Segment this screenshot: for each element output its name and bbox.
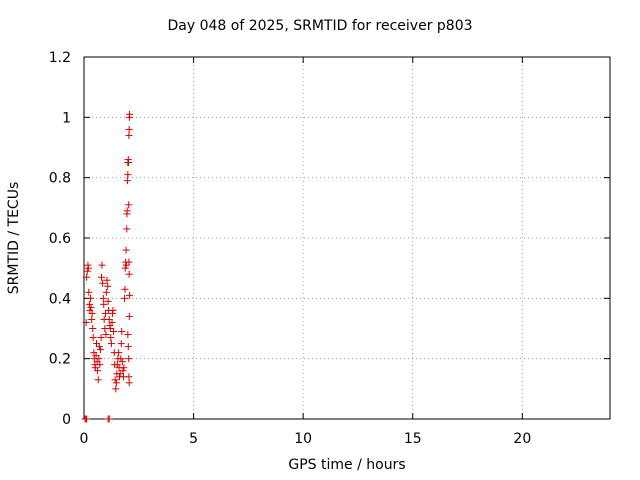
data-point — [117, 355, 125, 363]
y-tick-label: 0.2 — [49, 352, 71, 368]
data-point — [118, 358, 126, 366]
x-tick-label: 20 — [513, 431, 531, 447]
data-point — [89, 334, 97, 342]
data-point — [106, 325, 114, 332]
data-point — [99, 294, 107, 302]
data-point — [99, 279, 107, 287]
data-point — [94, 367, 102, 375]
data-point — [126, 291, 134, 299]
data-point — [83, 267, 91, 275]
x-axis-label: GPS time / hours — [288, 457, 406, 473]
data-point — [125, 201, 133, 209]
data-point — [88, 315, 96, 323]
data-point — [124, 331, 132, 339]
data-point — [84, 264, 92, 272]
grid-lines — [84, 57, 610, 419]
chart-title: Day 048 of 2025, SRMTID for receiver p80… — [167, 18, 473, 34]
data-point — [88, 309, 96, 317]
data-point — [105, 315, 113, 323]
data-point — [124, 159, 132, 167]
data-point — [120, 364, 128, 372]
data-point — [107, 340, 115, 348]
data-point — [96, 361, 104, 369]
y-tick-label: 1 — [62, 110, 71, 126]
data-point — [110, 328, 118, 336]
data-point — [121, 285, 129, 293]
data-points — [81, 110, 134, 423]
data-point — [125, 131, 133, 139]
data-point — [121, 264, 129, 272]
data-point — [107, 334, 115, 342]
data-point — [104, 297, 112, 305]
y-tick-label: 0.4 — [49, 291, 71, 307]
data-point — [89, 325, 97, 332]
data-point — [124, 343, 132, 351]
data-point — [118, 328, 126, 336]
data-point — [103, 276, 111, 284]
data-point — [123, 225, 131, 233]
data-point — [125, 258, 133, 266]
data-point — [109, 306, 117, 314]
data-point — [94, 376, 102, 384]
data-point — [102, 331, 110, 339]
data-point — [98, 261, 106, 269]
data-point — [122, 246, 130, 254]
data-point — [111, 376, 119, 384]
data-point — [104, 282, 112, 290]
plot-frame — [83, 56, 611, 420]
data-point — [95, 355, 103, 363]
data-point — [96, 346, 104, 354]
data-point — [83, 273, 91, 281]
data-point — [98, 273, 106, 281]
data-point — [116, 370, 124, 378]
data-point — [101, 309, 109, 317]
data-point — [92, 352, 100, 360]
data-point — [123, 177, 131, 185]
data-point — [125, 270, 133, 278]
data-point — [125, 355, 133, 363]
x-tick-label: 5 — [189, 431, 198, 447]
data-point — [112, 385, 120, 393]
data-point — [119, 367, 127, 375]
data-point — [87, 303, 95, 311]
data-point — [92, 340, 100, 348]
y-tick-label: 0.8 — [49, 171, 71, 187]
data-point — [83, 415, 91, 423]
data-point — [117, 340, 125, 348]
data-point — [125, 379, 133, 387]
data-point — [121, 294, 129, 302]
y-tick-label: 0.6 — [49, 231, 71, 247]
y-tick-label: 1.2 — [49, 50, 71, 66]
data-point — [105, 415, 113, 423]
data-point — [102, 288, 110, 296]
data-point — [115, 349, 123, 357]
data-point — [85, 300, 93, 308]
x-tick-label: 0 — [80, 431, 89, 447]
x-tick-label: 15 — [404, 431, 422, 447]
data-point — [82, 318, 90, 326]
data-point — [85, 288, 93, 296]
x-tick-label: 10 — [294, 431, 312, 447]
data-point — [123, 207, 131, 215]
data-point — [108, 318, 116, 326]
data-point — [125, 125, 133, 133]
data-point — [126, 110, 134, 118]
data-point — [100, 300, 108, 308]
data-point — [125, 373, 133, 381]
y-axis-label: SRMTID / TECUs — [6, 181, 22, 295]
data-point — [95, 343, 103, 351]
y-tick-label: 0 — [62, 412, 71, 428]
x-axis-ticks: 0 5 10 15 20 — [80, 57, 531, 447]
data-point — [87, 294, 95, 302]
data-point — [124, 171, 132, 179]
data-point — [125, 312, 133, 320]
data-point — [113, 361, 121, 369]
y-axis-ticks: 0 0.2 0.4 0.6 0.8 1 1.2 — [49, 50, 610, 428]
data-point — [112, 379, 120, 387]
data-point — [97, 334, 105, 342]
